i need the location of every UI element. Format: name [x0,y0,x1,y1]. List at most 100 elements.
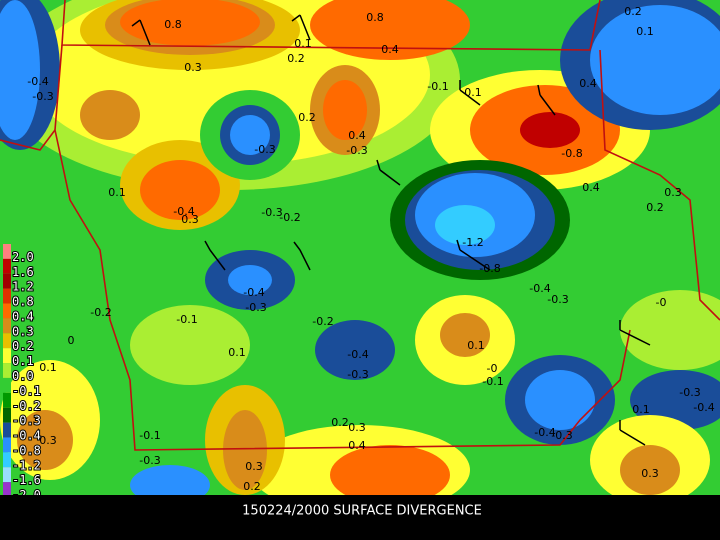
contour-label: -0.3 [261,206,282,219]
legend-swatch [3,258,11,274]
contour-label: -0.4 [27,75,48,88]
legend-swatch [3,288,11,304]
legend-label: 2.0 [12,250,34,264]
contour-label: 0.2 [243,480,261,493]
contour-label: -0 [656,296,667,309]
contour-label: 0.1 [467,339,485,352]
contour-label: 0.2 [287,52,305,65]
legend-swatch [3,363,11,378]
legend-swatch [3,437,11,453]
legend-label: 0.8 [12,295,34,309]
contour-label: -0.3 [32,90,53,103]
contour-label: 0.4 [348,439,366,452]
contour-label: -0.4 [693,401,714,414]
contour-label: -0.1 [427,80,448,93]
legend-swatch [3,377,11,393]
contour-label: 0.2 [646,201,664,214]
legend-label: -0.8 [12,443,41,457]
contour-label: 0.1 [39,361,57,374]
contour-label: 0.3 [348,421,366,434]
contour-label: 0.1 [108,186,126,199]
legend-label: -1.2 [12,458,41,472]
contour-label: -0.1 [482,375,503,388]
contour-label: -0.3 [346,144,367,157]
contour-label: -0.4 [529,282,550,295]
legend-swatch [3,303,11,319]
contour-label: 0.3 [39,434,57,447]
legend-swatch [3,422,11,438]
legend-swatch [3,392,11,408]
contour-label: 0 [68,334,75,347]
legend-swatch [3,333,11,349]
legend-label: 0.2 [12,339,34,353]
legend-swatch [3,244,11,259]
contour-label: 0.2 [331,416,349,429]
legend-label: -0.1 [12,384,41,398]
legend-label: -0.2 [12,399,41,413]
contour-label: -0.4 [534,426,555,439]
legend-swatch [3,348,11,364]
contour-label: 0.3 [184,61,202,74]
contour-label: -0.2 [279,211,300,224]
contour-label: 0.1 [464,86,482,99]
legend-swatch [3,318,11,334]
contour-label: -0.1 [139,429,160,442]
contour-label: 0.4 [579,77,597,90]
legend-label: -1.6 [12,473,41,487]
contour-label: -0.4 [347,348,368,361]
contour-label: 0.2 [624,5,642,18]
legend-label: 1.6 [12,265,34,279]
contour-label: 0.8 [164,18,182,31]
contour-label: -0.4 [173,205,194,218]
divergence-field [0,0,720,515]
legend-swatch [3,482,11,497]
contour-label: -0.3 [245,301,266,314]
contour-label: -0.2 [312,315,333,328]
contour-label: 0.8 [366,11,384,24]
legend: 2.01.61.20.80.40.30.20.10.0-0.1-0.2-0.3-… [3,244,42,503]
contour-label: 0.4 [582,181,600,194]
contour-label: -0.3 [139,454,160,467]
legend-swatch [3,273,11,289]
legend-swatch [3,407,11,423]
legend-swatch [3,452,11,468]
contour-label: 0.4 [348,129,366,142]
contour-label: 0.3 [181,213,199,226]
contour-label: 0.4 [381,43,399,56]
contour-label: -0.3 [347,368,368,381]
legend-label: 0.3 [12,324,34,338]
contour-label: 0.1 [636,25,654,38]
legend-label: 0.4 [12,309,34,323]
contour-labels: 0.80.80.40.10.20.3-0.4-0.30.1-0.40.3-0.3… [27,5,714,493]
contour-label: 0.3 [245,460,263,473]
contour-label: -0.3 [679,386,700,399]
contour-label: -0.1 [176,313,197,326]
contour-label: -0 [487,362,498,375]
contour-label: -0.8 [479,262,500,275]
contour-label: -0.3 [254,143,275,156]
legend-label: 1.2 [12,280,34,294]
legend-label: -0.4 [12,429,41,443]
contour-label: -0.3 [551,429,572,442]
legend-label: 0.0 [12,369,34,383]
title-bar [0,495,720,540]
contour-label: -0.4 [243,286,264,299]
contour-label: -0.3 [547,293,568,306]
map-title: 150224/2000 SURFACE DIVERGENCE [242,504,482,519]
legend-label: 0.1 [12,354,34,368]
contour-label: -0.8 [561,147,582,160]
contour-label: -1.2 [462,236,483,249]
contour-label: 0.3 [641,467,659,480]
contour-label: 0.1 [228,346,246,359]
contour-label: 0.1 [632,403,650,416]
contour-label: -0.2 [90,306,111,319]
contour-label: 0.3 [664,186,682,199]
state-borders [0,0,720,451]
legend-label: -0.3 [12,414,41,428]
contour-label: 0.2 [298,111,316,124]
contour-label: 0.1 [294,37,312,50]
legend-swatch [3,467,11,483]
wind-barbs [131,14,651,446]
